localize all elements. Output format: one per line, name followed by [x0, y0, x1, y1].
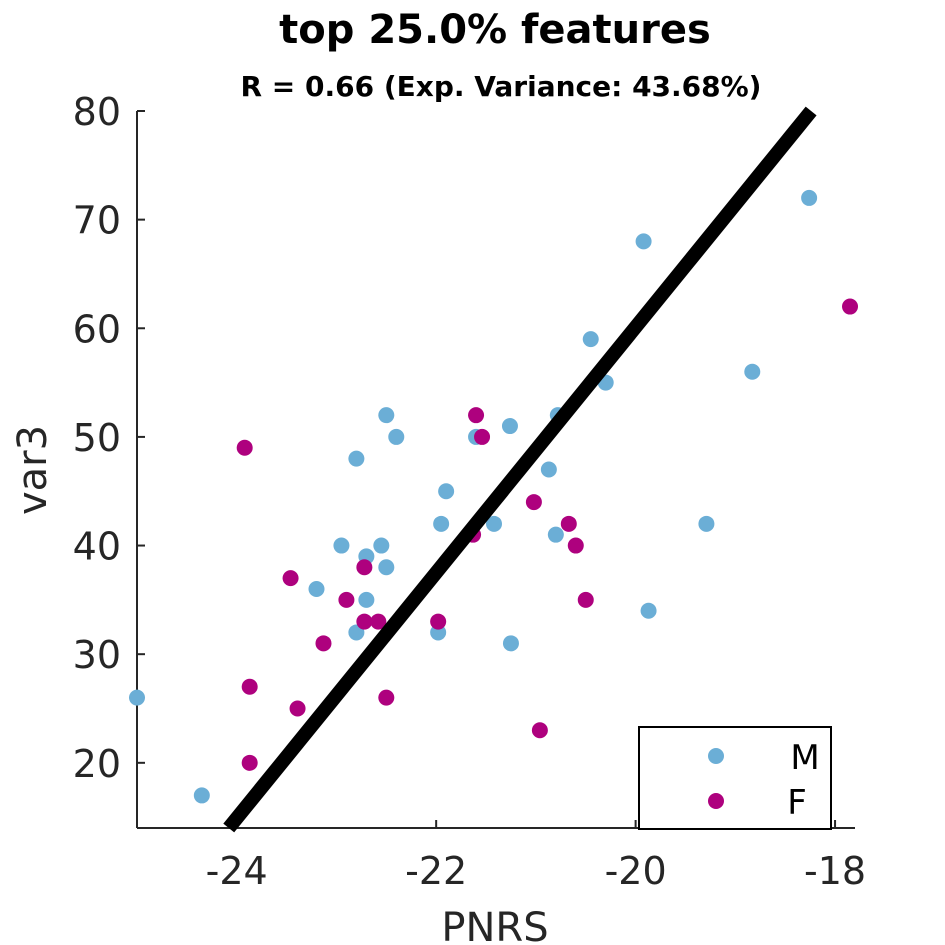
legend-label-f: F	[787, 783, 807, 823]
legend-label-m: M	[790, 738, 819, 778]
x-tick-label: -20	[605, 849, 667, 893]
x-axis-label: PNRS	[441, 905, 548, 945]
data-point-f	[842, 298, 859, 315]
y-tick-label: 40	[73, 525, 121, 569]
data-point-f	[289, 700, 306, 717]
data-point-f	[370, 613, 387, 630]
regression-line-group	[223, 106, 817, 833]
data-point-m	[582, 331, 599, 348]
data-point-f	[531, 722, 548, 739]
data-point-m	[501, 418, 518, 435]
data-point-f	[241, 678, 258, 695]
data-point-m	[348, 450, 365, 467]
data-point-f	[525, 494, 542, 511]
data-point-f	[474, 428, 491, 445]
data-point-f	[282, 570, 299, 587]
data-point-f	[430, 613, 447, 630]
data-point-m	[373, 537, 390, 554]
data-point-m	[193, 787, 210, 804]
y-tick-label: 30	[73, 633, 121, 677]
legend-marker-m	[708, 748, 724, 764]
data-point-m	[308, 581, 325, 597]
y-tick-label: 60	[73, 307, 121, 351]
data-point-f	[236, 439, 253, 456]
y-axis-label: var3	[10, 425, 56, 515]
data-point-f	[560, 515, 577, 532]
data-point-m	[333, 537, 350, 554]
data-point-m	[540, 461, 557, 478]
data-point-m	[438, 483, 455, 500]
data-point-f	[356, 613, 373, 630]
chart-title: top 25.0% features	[279, 7, 711, 53]
data-point-m	[433, 515, 450, 532]
x-tick-label: -22	[405, 849, 467, 893]
data-point-m	[129, 689, 145, 706]
data-point-m	[358, 591, 375, 608]
data-point-f	[567, 537, 584, 554]
data-point-m	[378, 407, 395, 424]
data-points	[129, 189, 859, 804]
data-point-m	[502, 635, 519, 652]
data-point-f	[356, 559, 373, 576]
legend-box	[638, 726, 832, 830]
x-tick-label: -18	[804, 849, 866, 893]
legend: M F	[638, 726, 832, 830]
y-tick-label: 50	[73, 416, 121, 460]
data-point-f	[315, 635, 332, 652]
data-point-m	[388, 428, 405, 445]
data-point-m	[635, 233, 652, 250]
chart-subtitle: R = 0.66 (Exp. Variance: 43.68%)	[241, 70, 762, 103]
data-point-m	[744, 363, 761, 380]
data-point-f	[577, 591, 594, 608]
data-point-m	[378, 559, 395, 576]
data-point-f	[378, 689, 395, 706]
data-point-m	[547, 526, 564, 543]
y-tick-label: 70	[73, 199, 121, 243]
data-point-f	[241, 754, 258, 771]
data-point-f	[338, 591, 355, 608]
axes: 20 30 40 50 60 70 80 -24 -22 -20 -18	[73, 90, 866, 893]
data-point-f	[468, 407, 485, 424]
data-point-m	[698, 515, 715, 532]
y-tick-label: 20	[73, 742, 121, 786]
legend-marker-f	[708, 793, 724, 809]
y-tick-label: 80	[73, 90, 121, 134]
data-point-m	[640, 602, 657, 619]
x-tick-label: -24	[206, 849, 268, 893]
regression-line	[223, 106, 817, 833]
data-point-m	[486, 515, 503, 532]
data-point-m	[801, 189, 818, 206]
